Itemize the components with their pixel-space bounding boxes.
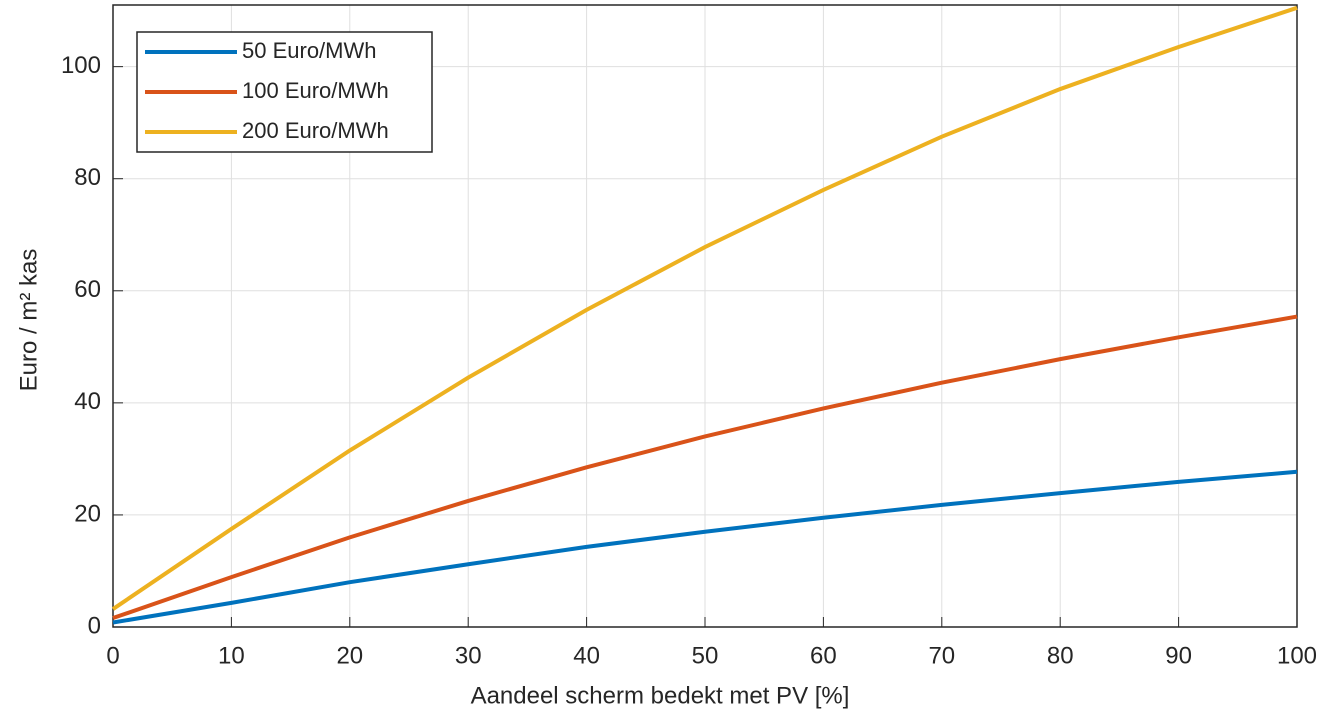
x-tick-label: 90 — [1165, 642, 1192, 669]
x-tick-label: 80 — [1047, 642, 1074, 669]
x-tick-label: 60 — [810, 642, 837, 669]
data-line — [111, 5, 1298, 611]
x-tick-label: 50 — [692, 642, 719, 669]
y-tick-label: 60 — [74, 276, 101, 303]
y-tick-label: 0 — [88, 612, 101, 639]
data-line — [112, 314, 1298, 620]
x-tick-label: 30 — [455, 642, 482, 669]
y-axis-label: Euro / m² kas — [15, 249, 42, 392]
y-tick-label: 20 — [74, 500, 101, 527]
x-tick-label: 10 — [218, 642, 245, 669]
x-tick-label: 40 — [573, 642, 600, 669]
axes-box — [112, 4, 1298, 628]
data-line — [112, 469, 1298, 625]
x-tick-label: 70 — [928, 642, 955, 669]
y-tick-label: 40 — [74, 388, 101, 415]
y-tick-label: 80 — [74, 164, 101, 191]
legend-label: 50 Euro/MWh — [242, 38, 377, 63]
x-tick-label: 100 — [1277, 642, 1317, 669]
y-tick-label: 100 — [61, 52, 101, 79]
legend-label: 200 Euro/MWh — [242, 118, 389, 143]
x-axis-label: Aandeel scherm bedekt met PV [%] — [471, 682, 850, 709]
x-tick-label: 0 — [106, 642, 119, 669]
x-tick-label: 20 — [336, 642, 363, 669]
legend-label: 100 Euro/MWh — [242, 78, 389, 103]
